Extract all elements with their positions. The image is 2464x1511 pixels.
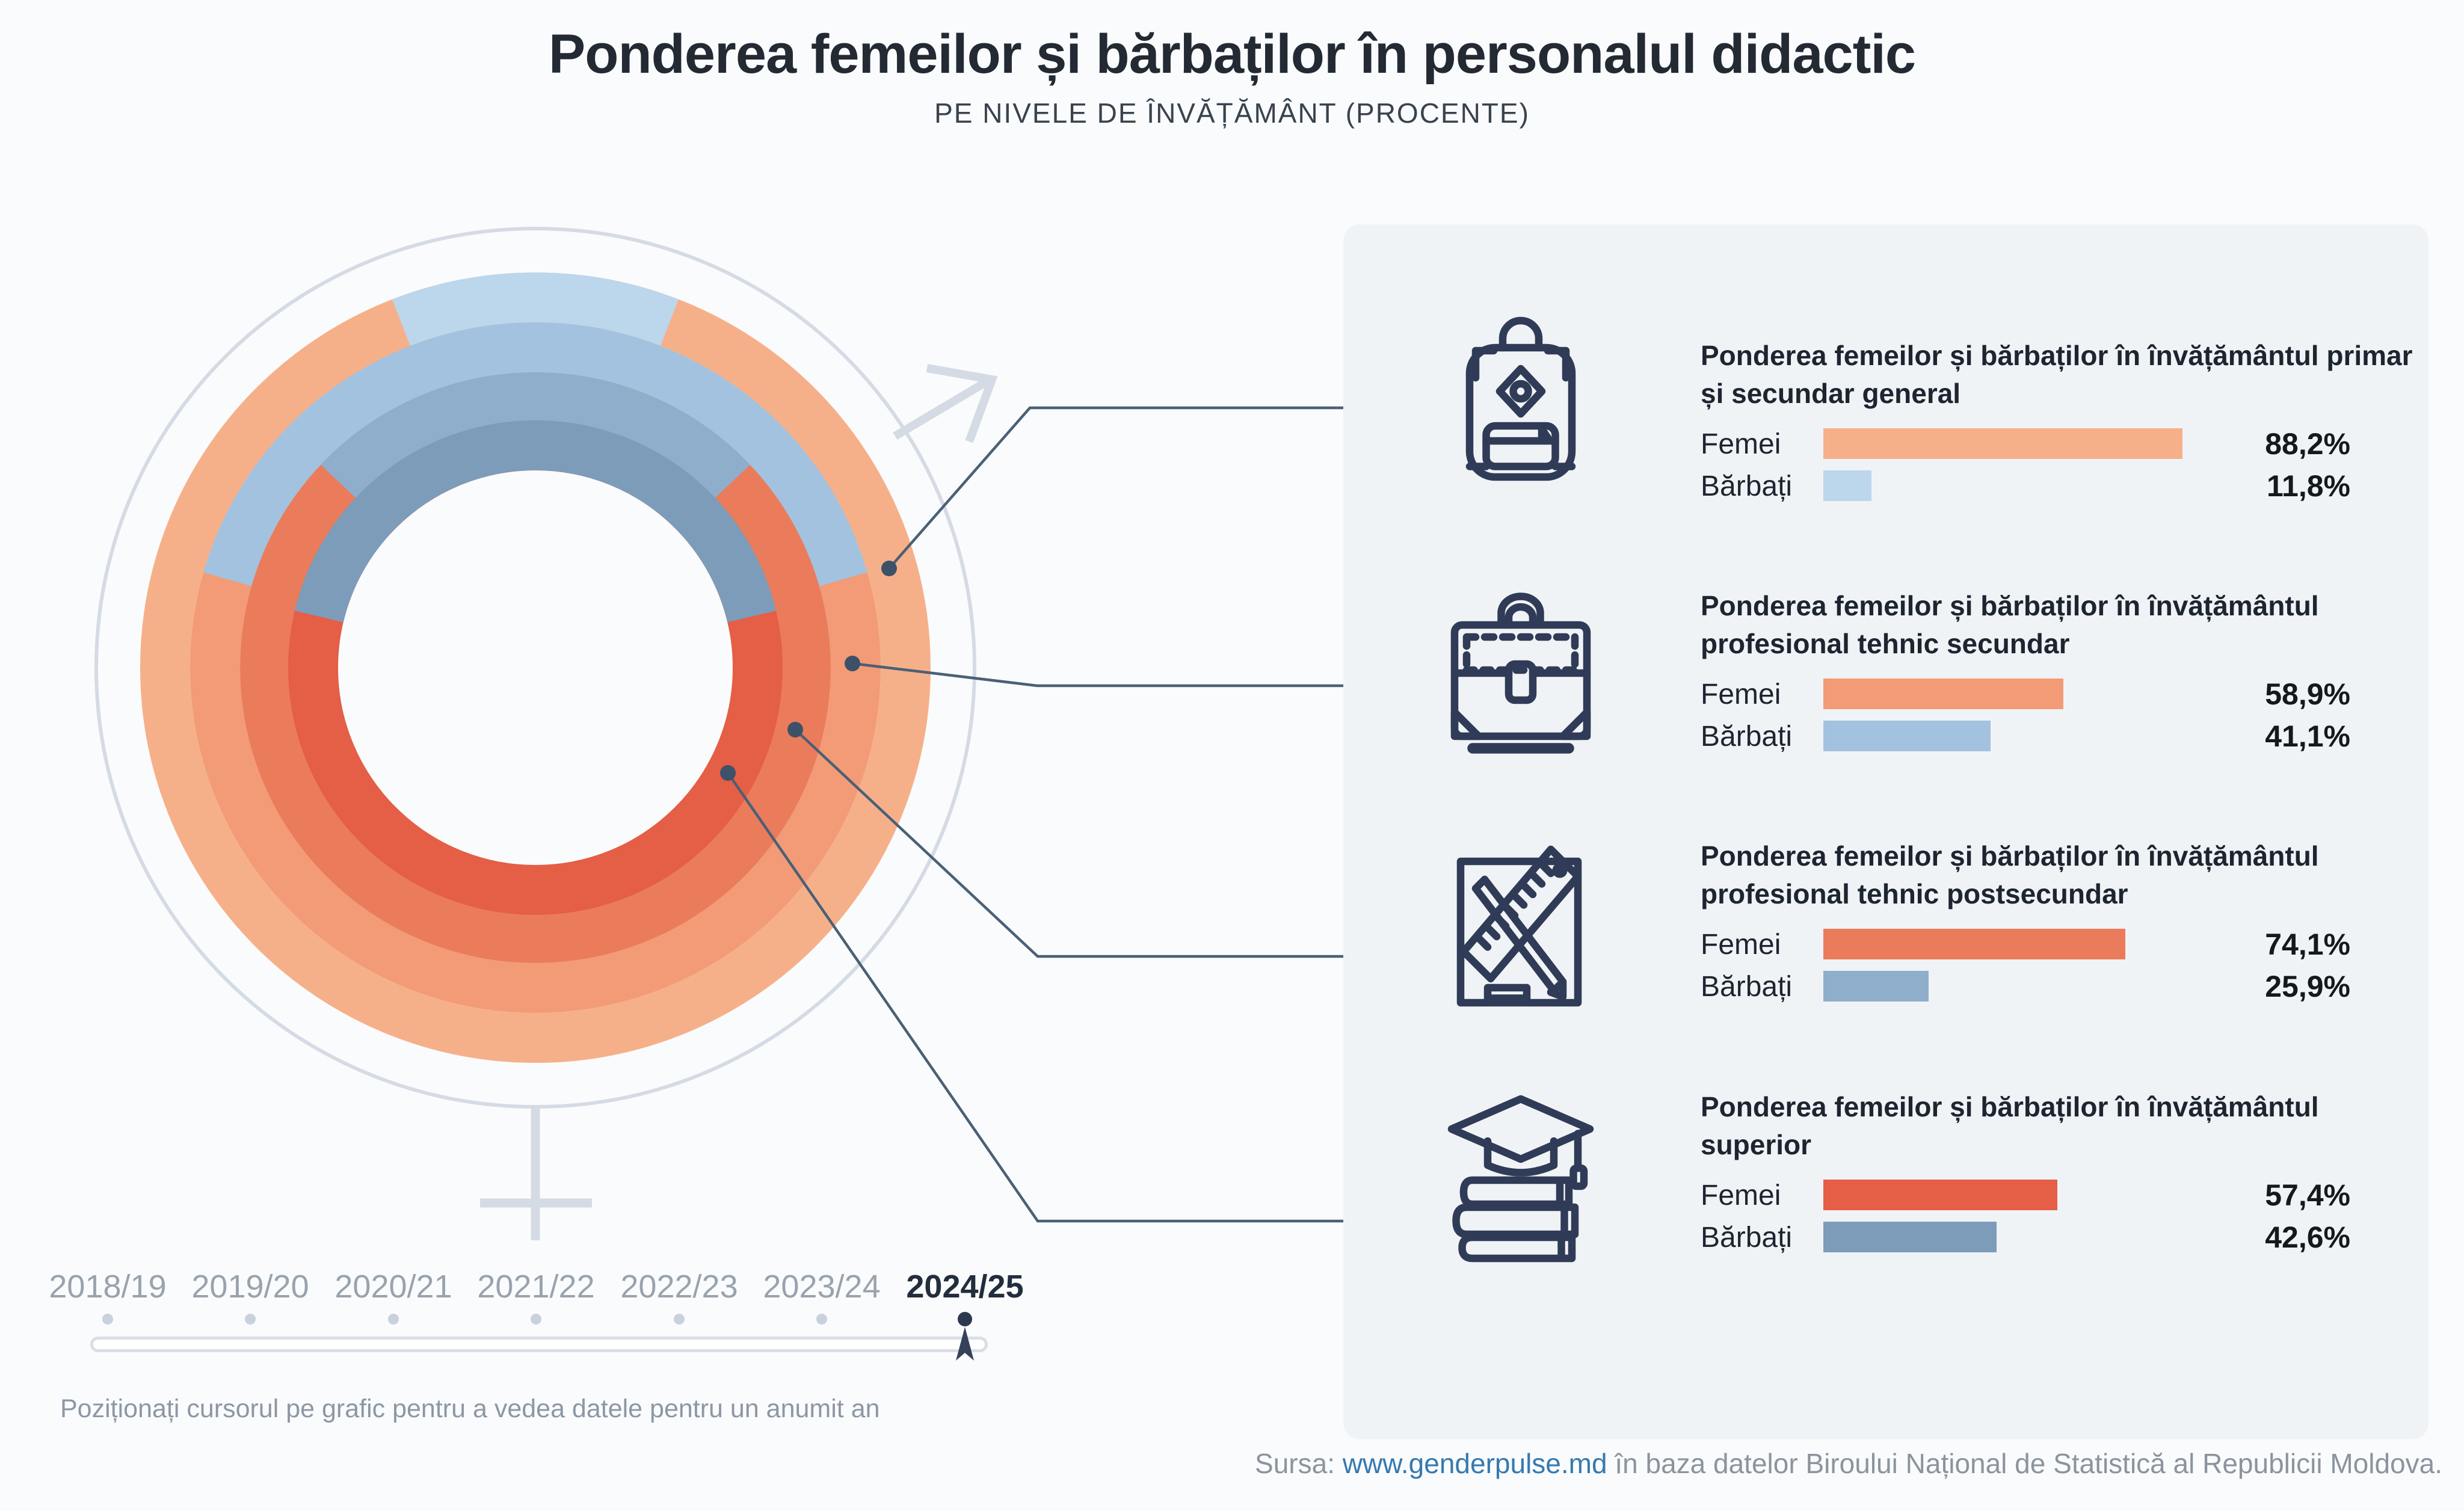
section-superior: Ponderea femeilor și bărbaților în învăț… bbox=[1343, 1076, 2429, 1326]
barbati-label: Bărbați bbox=[1701, 1222, 1793, 1254]
section-title: Ponderea femeilor și bărbaților în învăț… bbox=[1701, 1091, 2319, 1160]
barbati-bar bbox=[1823, 971, 1929, 1002]
callout-lines bbox=[727, 406, 1393, 1223]
femei-value: 57,4% bbox=[2265, 1178, 2350, 1212]
timeline-year-2020-21[interactable]: 2020/21 bbox=[334, 1269, 452, 1305]
femei-value: 74,1% bbox=[2265, 928, 2350, 961]
timeline-dot-2019-20[interactable] bbox=[245, 1314, 256, 1325]
barbati-value: 11,8% bbox=[2266, 469, 2350, 503]
callout-line-postsecundar bbox=[794, 728, 1393, 958]
source-suffix: în baza datelor Biroului Național de Sta… bbox=[1607, 1448, 2442, 1479]
gender-circle bbox=[94, 227, 976, 1109]
timeline-dot-2023-24[interactable] bbox=[816, 1314, 827, 1325]
male-arrow-icon bbox=[893, 364, 998, 443]
section-title: Ponderea femeilor și bărbaților în învăț… bbox=[1701, 590, 2319, 659]
femei-label: Femei bbox=[1701, 679, 1781, 710]
ring-marker-superior bbox=[720, 765, 736, 781]
barbati-bar bbox=[1823, 1222, 1997, 1252]
femei-bar bbox=[1823, 929, 2125, 959]
page-subtitle: PE NIVELE DE ÎNVĂȚĂMÂNT (PROCENTE) bbox=[934, 97, 1530, 129]
femei-bar bbox=[1823, 679, 2063, 709]
section-tehnic-secundar: Ponderea femeilor și bărbaților în învăț… bbox=[1343, 575, 2429, 825]
timeline-year-2019-20[interactable]: 2019/20 bbox=[191, 1269, 309, 1305]
callout-line-secundar bbox=[852, 662, 1393, 688]
barbati-label: Bărbați bbox=[1701, 470, 1793, 502]
timeline-dot-2020-21[interactable] bbox=[388, 1314, 399, 1325]
timeline-cursor[interactable] bbox=[954, 1326, 976, 1363]
pencil-ruler-icon bbox=[1456, 845, 1582, 1007]
femei-label: Femei bbox=[1701, 929, 1781, 961]
section-title: Ponderea femeilor și bărbaților în învăț… bbox=[1701, 840, 2319, 909]
ring-barbati-2[interactable] bbox=[321, 372, 750, 499]
graduation-cap-books-icon bbox=[1447, 1095, 1594, 1263]
barbati-value: 42,6% bbox=[2265, 1220, 2350, 1254]
timeline-year-2023-24[interactable]: 2023/24 bbox=[763, 1269, 881, 1305]
source-note: Sursa: www.genderpulse.md în baza datelo… bbox=[1255, 1447, 2442, 1480]
timeline-year-2022-23[interactable]: 2022/23 bbox=[620, 1269, 738, 1305]
female-symbol-icon bbox=[480, 1107, 592, 1240]
ring-barbati-1[interactable] bbox=[203, 322, 867, 586]
header: Ponderea femeilor și bărbaților în perso… bbox=[0, 23, 2464, 129]
ring-marker-primar bbox=[881, 561, 897, 576]
femei-label: Femei bbox=[1701, 1180, 1781, 1211]
barbati-bar bbox=[1823, 721, 1991, 751]
timeline-dot-2018-19[interactable] bbox=[102, 1314, 113, 1325]
barbati-bar bbox=[1823, 470, 1871, 501]
timeline-dot-2022-23[interactable] bbox=[674, 1314, 685, 1325]
timeline-dot-2024-25[interactable] bbox=[958, 1312, 972, 1326]
page-title: Ponderea femeilor și bărbaților în perso… bbox=[548, 23, 1916, 85]
callout-line-superior bbox=[727, 772, 1393, 1223]
donut-rings[interactable] bbox=[140, 272, 931, 1063]
barbati-value: 41,1% bbox=[2265, 719, 2350, 753]
femei-bar bbox=[1823, 428, 2182, 459]
briefcase-icon bbox=[1450, 592, 1591, 754]
backpack-icon bbox=[1465, 316, 1576, 481]
section-title: Ponderea femeilor și bărbaților în învăț… bbox=[1701, 340, 2413, 409]
femei-value: 58,9% bbox=[2265, 677, 2350, 711]
source-prefix: Sursa: bbox=[1255, 1448, 1343, 1479]
femei-bar bbox=[1823, 1180, 2057, 1210]
timeline-year-2024-25[interactable]: 2024/25 bbox=[906, 1269, 1024, 1305]
femei-label: Femei bbox=[1701, 428, 1781, 460]
barbati-label: Bărbați bbox=[1701, 971, 1793, 1003]
timeline-hint: Poziționați cursorul pe grafic pentru a … bbox=[60, 1394, 880, 1423]
ring-marker-secundar bbox=[845, 656, 860, 671]
callout-line-primar bbox=[888, 406, 1393, 570]
timeline-dot-2021-22[interactable] bbox=[531, 1314, 541, 1325]
section-primar-secundar: Ponderea femeilor și bărbaților în învăț… bbox=[1343, 316, 2429, 575]
timeline-track[interactable] bbox=[90, 1337, 988, 1352]
ring-barbati-0[interactable] bbox=[392, 272, 679, 346]
barbati-label: Bărbați bbox=[1701, 721, 1793, 752]
timeline-year-2018-19[interactable]: 2018/19 bbox=[49, 1269, 167, 1305]
barbati-value: 25,9% bbox=[2265, 970, 2350, 1003]
callout-dots[interactable] bbox=[720, 561, 897, 781]
timeline-year-2021-22[interactable]: 2021/22 bbox=[477, 1269, 595, 1305]
details-panel: Ponderea femeilor și bărbaților în învăț… bbox=[1343, 224, 2429, 1439]
ring-barbati-3[interactable] bbox=[295, 420, 776, 623]
section-tehnic-postsecundar: Ponderea femeilor și bărbaților în învăț… bbox=[1343, 825, 2429, 1076]
ring-marker-postsecundar bbox=[787, 722, 803, 737]
femei-value: 88,2% bbox=[2265, 427, 2350, 461]
source-link[interactable]: www.genderpulse.md bbox=[1342, 1448, 1607, 1479]
